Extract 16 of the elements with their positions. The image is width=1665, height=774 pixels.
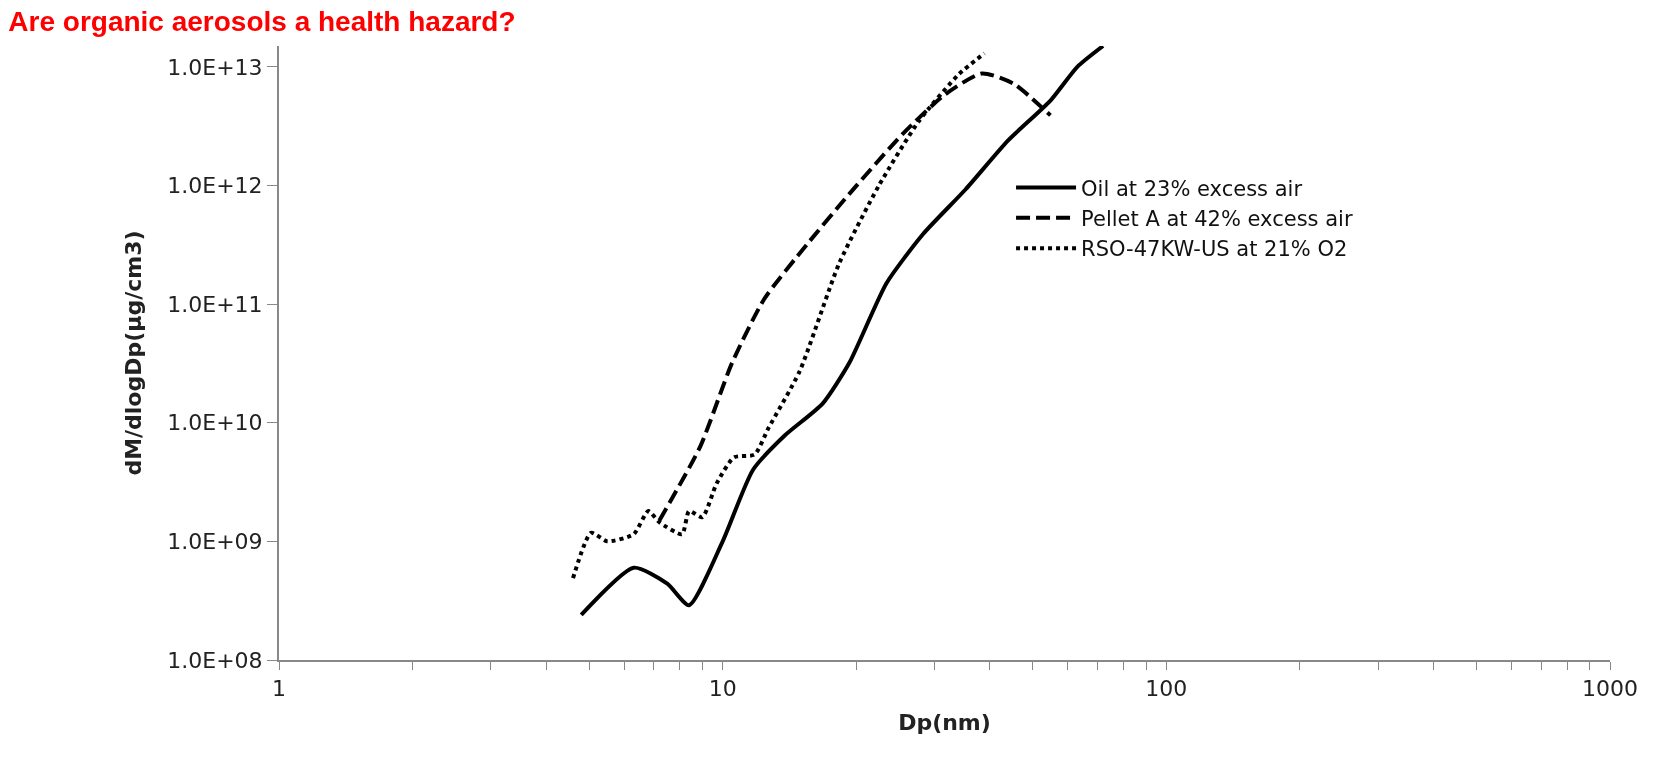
- y-tick-label: 1.0E+09: [167, 529, 263, 555]
- y-tick-label: 1.0E+13: [167, 54, 263, 80]
- y-tick-label: 1.0E+08: [167, 647, 263, 673]
- x-tick-label: 1: [272, 676, 286, 702]
- legend-label: Pellet A at 42% excess air: [1081, 207, 1353, 232]
- y-tick-label: 1.0E+10: [167, 410, 263, 436]
- y-tick-label: 1.0E+12: [167, 173, 263, 199]
- legend-label: Oil at 23% excess air: [1081, 176, 1303, 201]
- x-tick-label: 1000: [1582, 676, 1638, 702]
- y-axis-title: dM/dlogDp(µg/cm3): [120, 230, 146, 476]
- y-tick-label: 1.0E+11: [167, 291, 263, 317]
- x-tick-label: 10: [708, 676, 737, 702]
- chart-title: Are organic aerosols a health hazard?: [8, 6, 516, 38]
- x-tick-label: 100: [1145, 676, 1188, 702]
- x-axis-title: Dp(nm): [898, 709, 991, 735]
- legend-label: RSO-47KW-US at 21% O2: [1081, 237, 1348, 262]
